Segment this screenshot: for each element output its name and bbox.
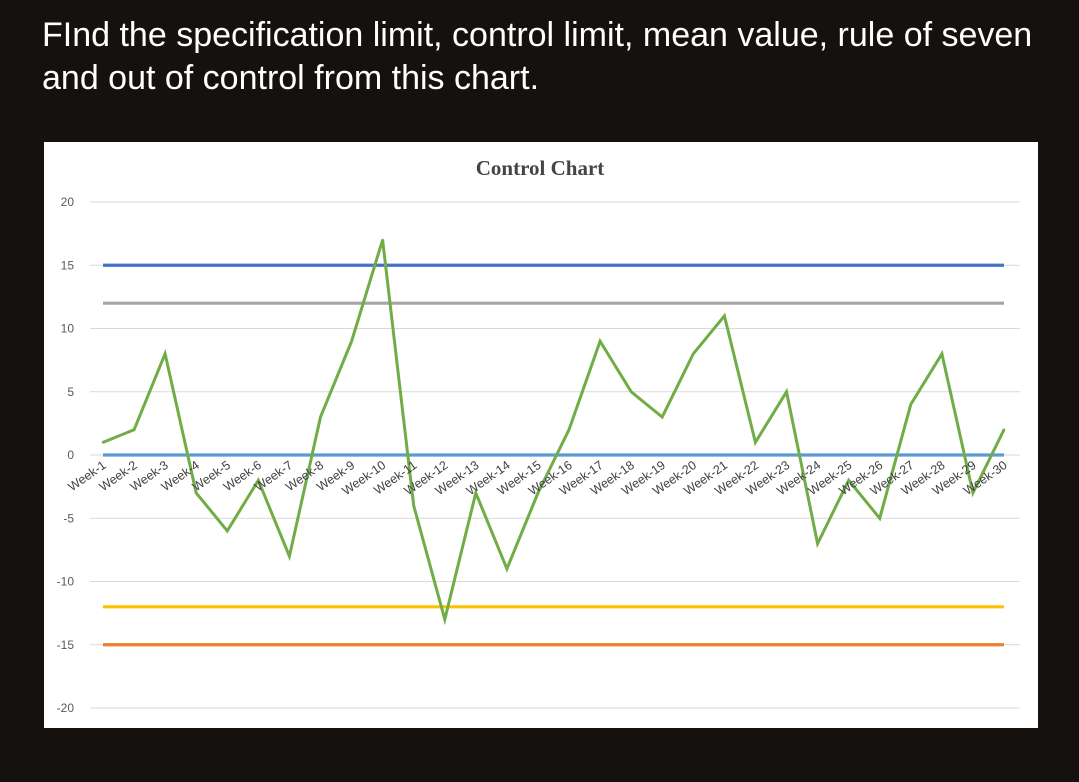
y-tick-label: -15 — [57, 638, 75, 652]
data-point — [195, 491, 198, 495]
question-text: FInd the specification limit, control li… — [42, 16, 1033, 97]
data-point — [1002, 428, 1006, 431]
data-point — [163, 352, 167, 355]
control-chart: Control Chart 20 15 10 5 0 -5 -10 -15 -20 Week-1… — [44, 142, 1038, 728]
data-point — [692, 352, 695, 355]
data-point — [226, 529, 229, 533]
data-point — [723, 314, 726, 318]
y-tick-label: 15 — [61, 258, 75, 272]
y-tick-label: 5 — [67, 385, 74, 399]
data-point — [101, 441, 105, 444]
data-point — [536, 491, 540, 495]
y-tick-label: 0 — [67, 448, 74, 462]
series-line-0 — [102, 239, 1006, 626]
data-point — [288, 555, 291, 558]
data-point — [443, 618, 446, 621]
y-tick-label: -5 — [63, 511, 74, 525]
y-tick-label: 20 — [61, 195, 75, 209]
y-tick-label: 10 — [61, 322, 75, 336]
data-point — [381, 238, 384, 242]
data-point — [754, 441, 757, 444]
data-point — [598, 339, 602, 343]
data-point — [505, 567, 509, 571]
data-point — [847, 479, 850, 482]
data-point — [319, 415, 322, 419]
data-point — [785, 390, 788, 393]
data-point — [909, 403, 912, 406]
data-point — [878, 517, 881, 520]
data-point — [412, 504, 415, 507]
data-point — [132, 428, 136, 431]
y-tick-label: -20 — [57, 701, 75, 715]
data-point — [661, 415, 664, 419]
data-point — [940, 352, 944, 355]
data-point — [350, 339, 353, 343]
data-point — [474, 491, 478, 495]
y-tick-label: -10 — [57, 575, 75, 589]
chart-title: Control Chart — [476, 156, 605, 180]
data-point — [816, 542, 819, 545]
data-point — [971, 491, 975, 495]
data-point — [257, 479, 260, 482]
data-point — [629, 390, 633, 393]
data-point — [567, 428, 571, 431]
